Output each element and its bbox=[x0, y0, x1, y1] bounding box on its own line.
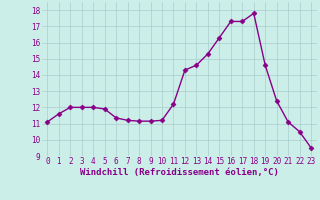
X-axis label: Windchill (Refroidissement éolien,°C): Windchill (Refroidissement éolien,°C) bbox=[80, 168, 279, 177]
